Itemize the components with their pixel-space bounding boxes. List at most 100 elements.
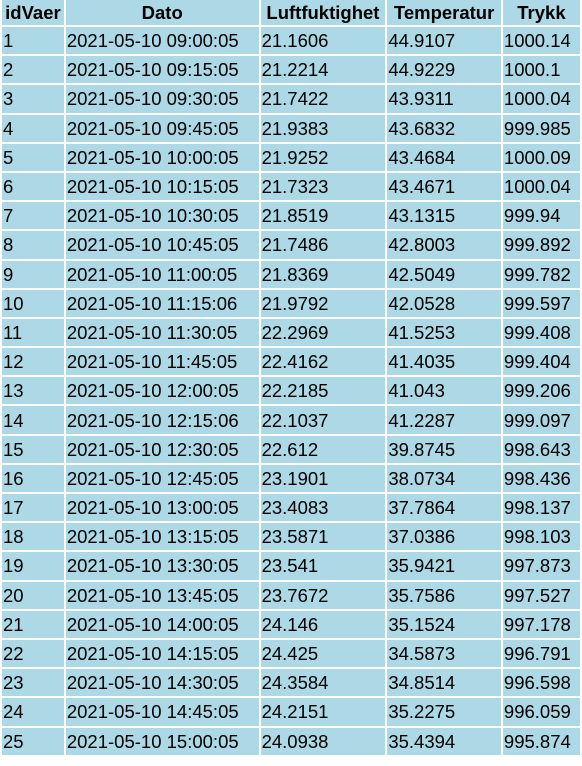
cell-trykk: 999.892 bbox=[502, 231, 580, 259]
cell-luftfuktighet: 23.7672 bbox=[260, 581, 386, 609]
cell-trykk: 999.782 bbox=[502, 260, 580, 288]
cell-idvaer: 13 bbox=[2, 377, 64, 405]
cell-trykk: 999.985 bbox=[502, 114, 580, 142]
cell-luftfuktighet: 24.146 bbox=[260, 610, 386, 638]
cell-temperatur: 35.2275 bbox=[387, 698, 501, 726]
table-row: 13 2021-05-10 12:00:05 22.2185 41.043 999.20… bbox=[2, 377, 580, 405]
cell-temperatur: 43.6832 bbox=[387, 114, 501, 142]
cell-trykk: 1000.04 bbox=[502, 85, 580, 113]
table-row: 16 2021-05-10 12:45:05 23.1901 38.0734 998.4… bbox=[2, 464, 580, 492]
table-row: 14 2021-05-10 12:15:06 22.1037 41.2287 999.0… bbox=[2, 406, 580, 434]
cell-temperatur: 42.8003 bbox=[387, 231, 501, 259]
cell-trykk: 997.527 bbox=[502, 581, 580, 609]
cell-dato: 2021-05-10 12:30:05 bbox=[65, 435, 259, 463]
cell-idvaer: 1 bbox=[2, 27, 64, 55]
cell-temperatur: 42.5049 bbox=[387, 260, 501, 288]
table-body: 1 2021-05-10 09:00:05 21.1606 44.9107 1000.1… bbox=[2, 27, 580, 755]
cell-temperatur: 41.043 bbox=[387, 377, 501, 405]
cell-luftfuktighet: 21.1606 bbox=[260, 27, 386, 55]
table-row: 6 2021-05-10 10:15:05 21.7323 43.4671 1000.0… bbox=[2, 172, 580, 201]
table-row: 2 2021-05-10 09:15:05 21.2214 44.9229 1000.1 bbox=[2, 56, 580, 84]
cell-idvaer: 9 bbox=[2, 260, 64, 288]
table-row: 22 2021-05-10 14:15:05 24.425 34.5873 996.79… bbox=[2, 639, 580, 668]
cell-dato: 2021-05-10 14:30:05 bbox=[65, 669, 259, 697]
cell-idvaer: 7 bbox=[2, 202, 64, 230]
cell-luftfuktighet: 22.1037 bbox=[260, 406, 386, 434]
table-row: 24 2021-05-10 14:45:05 24.2151 35.2275 996.0… bbox=[2, 698, 580, 726]
table-row: 18 2021-05-10 13:15:05 23.5871 37.0386 998.1… bbox=[2, 523, 580, 551]
cell-luftfuktighet: 24.2151 bbox=[260, 698, 386, 726]
table-row: 3 2021-05-10 09:30:05 21.7422 43.9311 1000.0… bbox=[2, 85, 580, 113]
cell-trykk: 999.94 bbox=[502, 202, 580, 230]
column-header-idvaer: idVaer bbox=[2, 0, 64, 25]
cell-idvaer: 21 bbox=[2, 610, 64, 638]
cell-dato: 2021-05-10 10:00:05 bbox=[65, 143, 259, 171]
cell-idvaer: 17 bbox=[2, 494, 64, 522]
table-row: 9 2021-05-10 11:00:05 21.8369 42.5049 999.78… bbox=[2, 260, 580, 288]
cell-dato: 2021-05-10 11:45:05 bbox=[65, 348, 259, 376]
cell-temperatur: 35.4394 bbox=[387, 727, 501, 755]
cell-trykk: 996.059 bbox=[502, 698, 580, 726]
table-row: 15 2021-05-10 12:30:05 22.612 39.8745 998.64… bbox=[2, 435, 580, 463]
cell-trykk: 998.103 bbox=[502, 523, 580, 551]
cell-trykk: 997.178 bbox=[502, 610, 580, 638]
cell-luftfuktighet: 24.425 bbox=[260, 639, 386, 668]
table-row: 10 2021-05-10 11:15:06 21.9792 42.0528 999.5… bbox=[2, 289, 580, 317]
cell-temperatur: 35.9421 bbox=[387, 552, 501, 580]
cell-luftfuktighet: 21.7323 bbox=[260, 172, 386, 201]
table-row: 7 2021-05-10 10:30:05 21.8519 43.1315 999.94 bbox=[2, 202, 580, 230]
cell-trykk: 996.791 bbox=[502, 639, 580, 668]
cell-dato: 2021-05-10 12:15:06 bbox=[65, 406, 259, 434]
cell-trykk: 1000.04 bbox=[502, 172, 580, 201]
cell-temperatur: 34.8514 bbox=[387, 669, 501, 697]
table-row: 4 2021-05-10 09:45:05 21.9383 43.6832 999.98… bbox=[2, 114, 580, 142]
cell-temperatur: 34.5873 bbox=[387, 639, 501, 668]
table-row: 11 2021-05-10 11:30:05 22.2969 41.5253 999.4… bbox=[2, 318, 580, 347]
cell-luftfuktighet: 21.9252 bbox=[260, 143, 386, 171]
cell-dato: 2021-05-10 14:15:05 bbox=[65, 639, 259, 668]
cell-idvaer: 14 bbox=[2, 406, 64, 434]
cell-trykk: 999.597 bbox=[502, 289, 580, 317]
cell-trykk: 998.643 bbox=[502, 435, 580, 463]
cell-trykk: 1000.1 bbox=[502, 56, 580, 84]
cell-idvaer: 25 bbox=[2, 727, 64, 755]
cell-idvaer: 15 bbox=[2, 435, 64, 463]
cell-temperatur: 38.0734 bbox=[387, 464, 501, 492]
cell-trykk: 1000.14 bbox=[502, 27, 580, 55]
cell-dato: 2021-05-10 10:45:05 bbox=[65, 231, 259, 259]
cell-luftfuktighet: 21.2214 bbox=[260, 56, 386, 84]
column-header-trykk: Trykk bbox=[502, 0, 580, 25]
cell-temperatur: 42.0528 bbox=[387, 289, 501, 317]
cell-dato: 2021-05-10 14:00:05 bbox=[65, 610, 259, 638]
table-header: idVaer Dato Luftfuktighet Temperatur Try… bbox=[2, 0, 580, 25]
cell-trykk: 997.873 bbox=[502, 552, 580, 580]
column-header-dato: Dato bbox=[65, 0, 259, 25]
cell-trykk: 999.404 bbox=[502, 348, 580, 376]
cell-trykk: 999.408 bbox=[502, 318, 580, 347]
table-row: 12 2021-05-10 11:45:05 22.4162 41.4035 999.4… bbox=[2, 348, 580, 376]
cell-temperatur: 44.9229 bbox=[387, 56, 501, 84]
cell-idvaer: 23 bbox=[2, 669, 64, 697]
cell-idvaer: 24 bbox=[2, 698, 64, 726]
cell-trykk: 998.137 bbox=[502, 494, 580, 522]
cell-temperatur: 35.1524 bbox=[387, 610, 501, 638]
cell-dato: 2021-05-10 09:15:05 bbox=[65, 56, 259, 84]
cell-luftfuktighet: 22.612 bbox=[260, 435, 386, 463]
cell-trykk: 996.598 bbox=[502, 669, 580, 697]
table-row: 8 2021-05-10 10:45:05 21.7486 42.8003 999.89… bbox=[2, 231, 580, 259]
cell-temperatur: 41.2287 bbox=[387, 406, 501, 434]
cell-temperatur: 41.5253 bbox=[387, 318, 501, 347]
column-header-temperatur: Temperatur bbox=[387, 0, 501, 25]
table-row: 25 2021-05-10 15:00:05 24.0938 35.4394 995.8… bbox=[2, 727, 580, 755]
table-row: 19 2021-05-10 13:30:05 23.541 35.9421 997.87… bbox=[2, 552, 580, 580]
cell-idvaer: 5 bbox=[2, 143, 64, 171]
cell-temperatur: 44.9107 bbox=[387, 27, 501, 55]
cell-dato: 2021-05-10 14:45:05 bbox=[65, 698, 259, 726]
cell-dato: 2021-05-10 09:45:05 bbox=[65, 114, 259, 142]
cell-dato: 2021-05-10 15:00:05 bbox=[65, 727, 259, 755]
cell-dato: 2021-05-10 12:00:05 bbox=[65, 377, 259, 405]
table-row: 23 2021-05-10 14:30:05 24.3584 34.8514 996.5… bbox=[2, 669, 580, 697]
cell-luftfuktighet: 22.4162 bbox=[260, 348, 386, 376]
cell-luftfuktighet: 23.4083 bbox=[260, 494, 386, 522]
